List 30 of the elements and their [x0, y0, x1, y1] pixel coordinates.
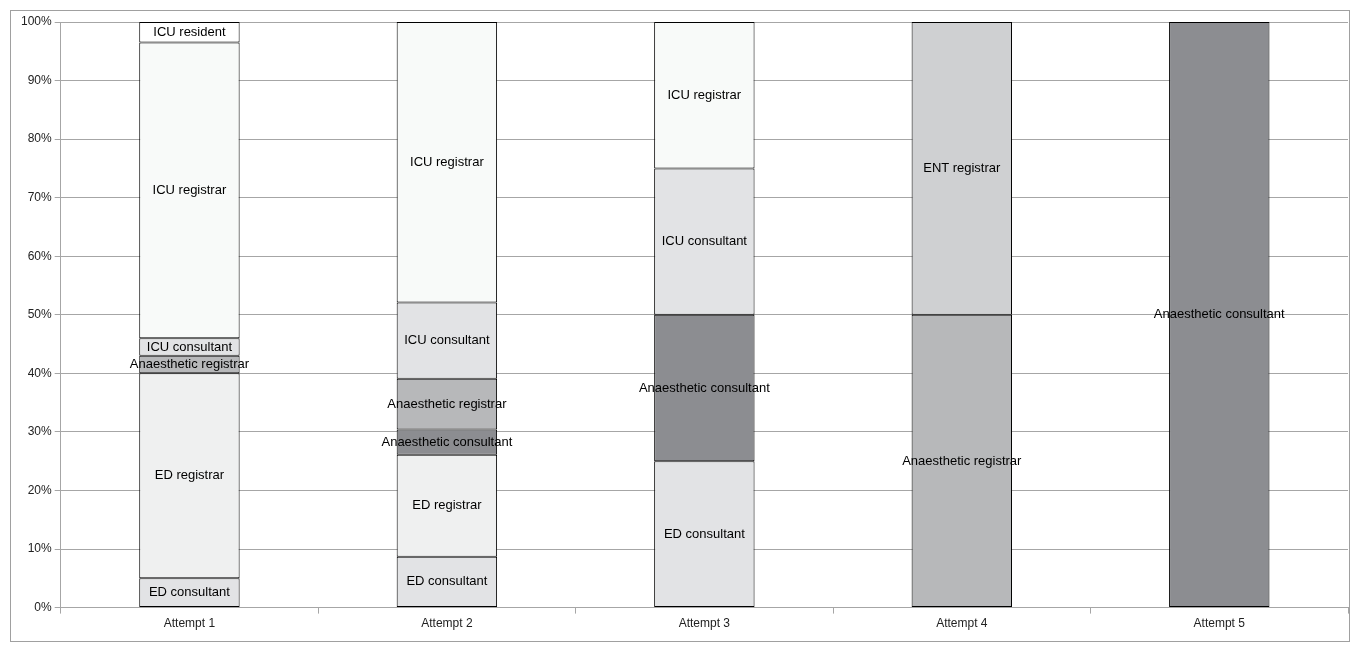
y-tick-label: 40%	[27, 365, 53, 380]
y-tick-label: 50%	[27, 307, 53, 322]
y-tick-label: 70%	[27, 189, 53, 204]
x-tick-label: Attempt 3	[678, 616, 731, 631]
text: ICU registrar	[152, 181, 227, 197]
x-tick-label: Attempt 5	[1193, 616, 1246, 631]
x-tick-label: Attempt 1	[163, 616, 216, 631]
text: ED registrar	[154, 467, 225, 483]
text: ED consultant	[663, 525, 745, 541]
series-label: ENT registrar	[923, 159, 1001, 175]
y-tick-label: 10%	[27, 541, 53, 556]
series-label: ED consultant	[148, 584, 231, 600]
text: ICU consultant	[661, 233, 747, 249]
series-label: Anaesthetic registrar	[129, 356, 250, 372]
y-tick-label: 20%	[27, 482, 53, 497]
series-label: ED registrar	[412, 497, 483, 513]
series-label: ICU resident	[153, 23, 226, 39]
series-label: ICU registrar	[667, 86, 742, 102]
series-label: ICU consultant	[146, 338, 233, 354]
y-tick-label: 0%	[34, 599, 53, 614]
x-tick-label: Attempt 2	[421, 616, 473, 631]
y-tick-label: 30%	[27, 424, 53, 439]
y-tick-label: 80%	[27, 131, 53, 146]
x-tick-label: Attempt 4	[936, 616, 988, 631]
y-tick-label: 60%	[27, 248, 53, 263]
y-tick-label: 90%	[27, 72, 53, 87]
y-tick-label: 100%	[20, 14, 53, 29]
text: ED consultant	[406, 573, 488, 589]
text: ICU consultant	[404, 332, 490, 348]
text: ICU registrar	[410, 153, 484, 169]
